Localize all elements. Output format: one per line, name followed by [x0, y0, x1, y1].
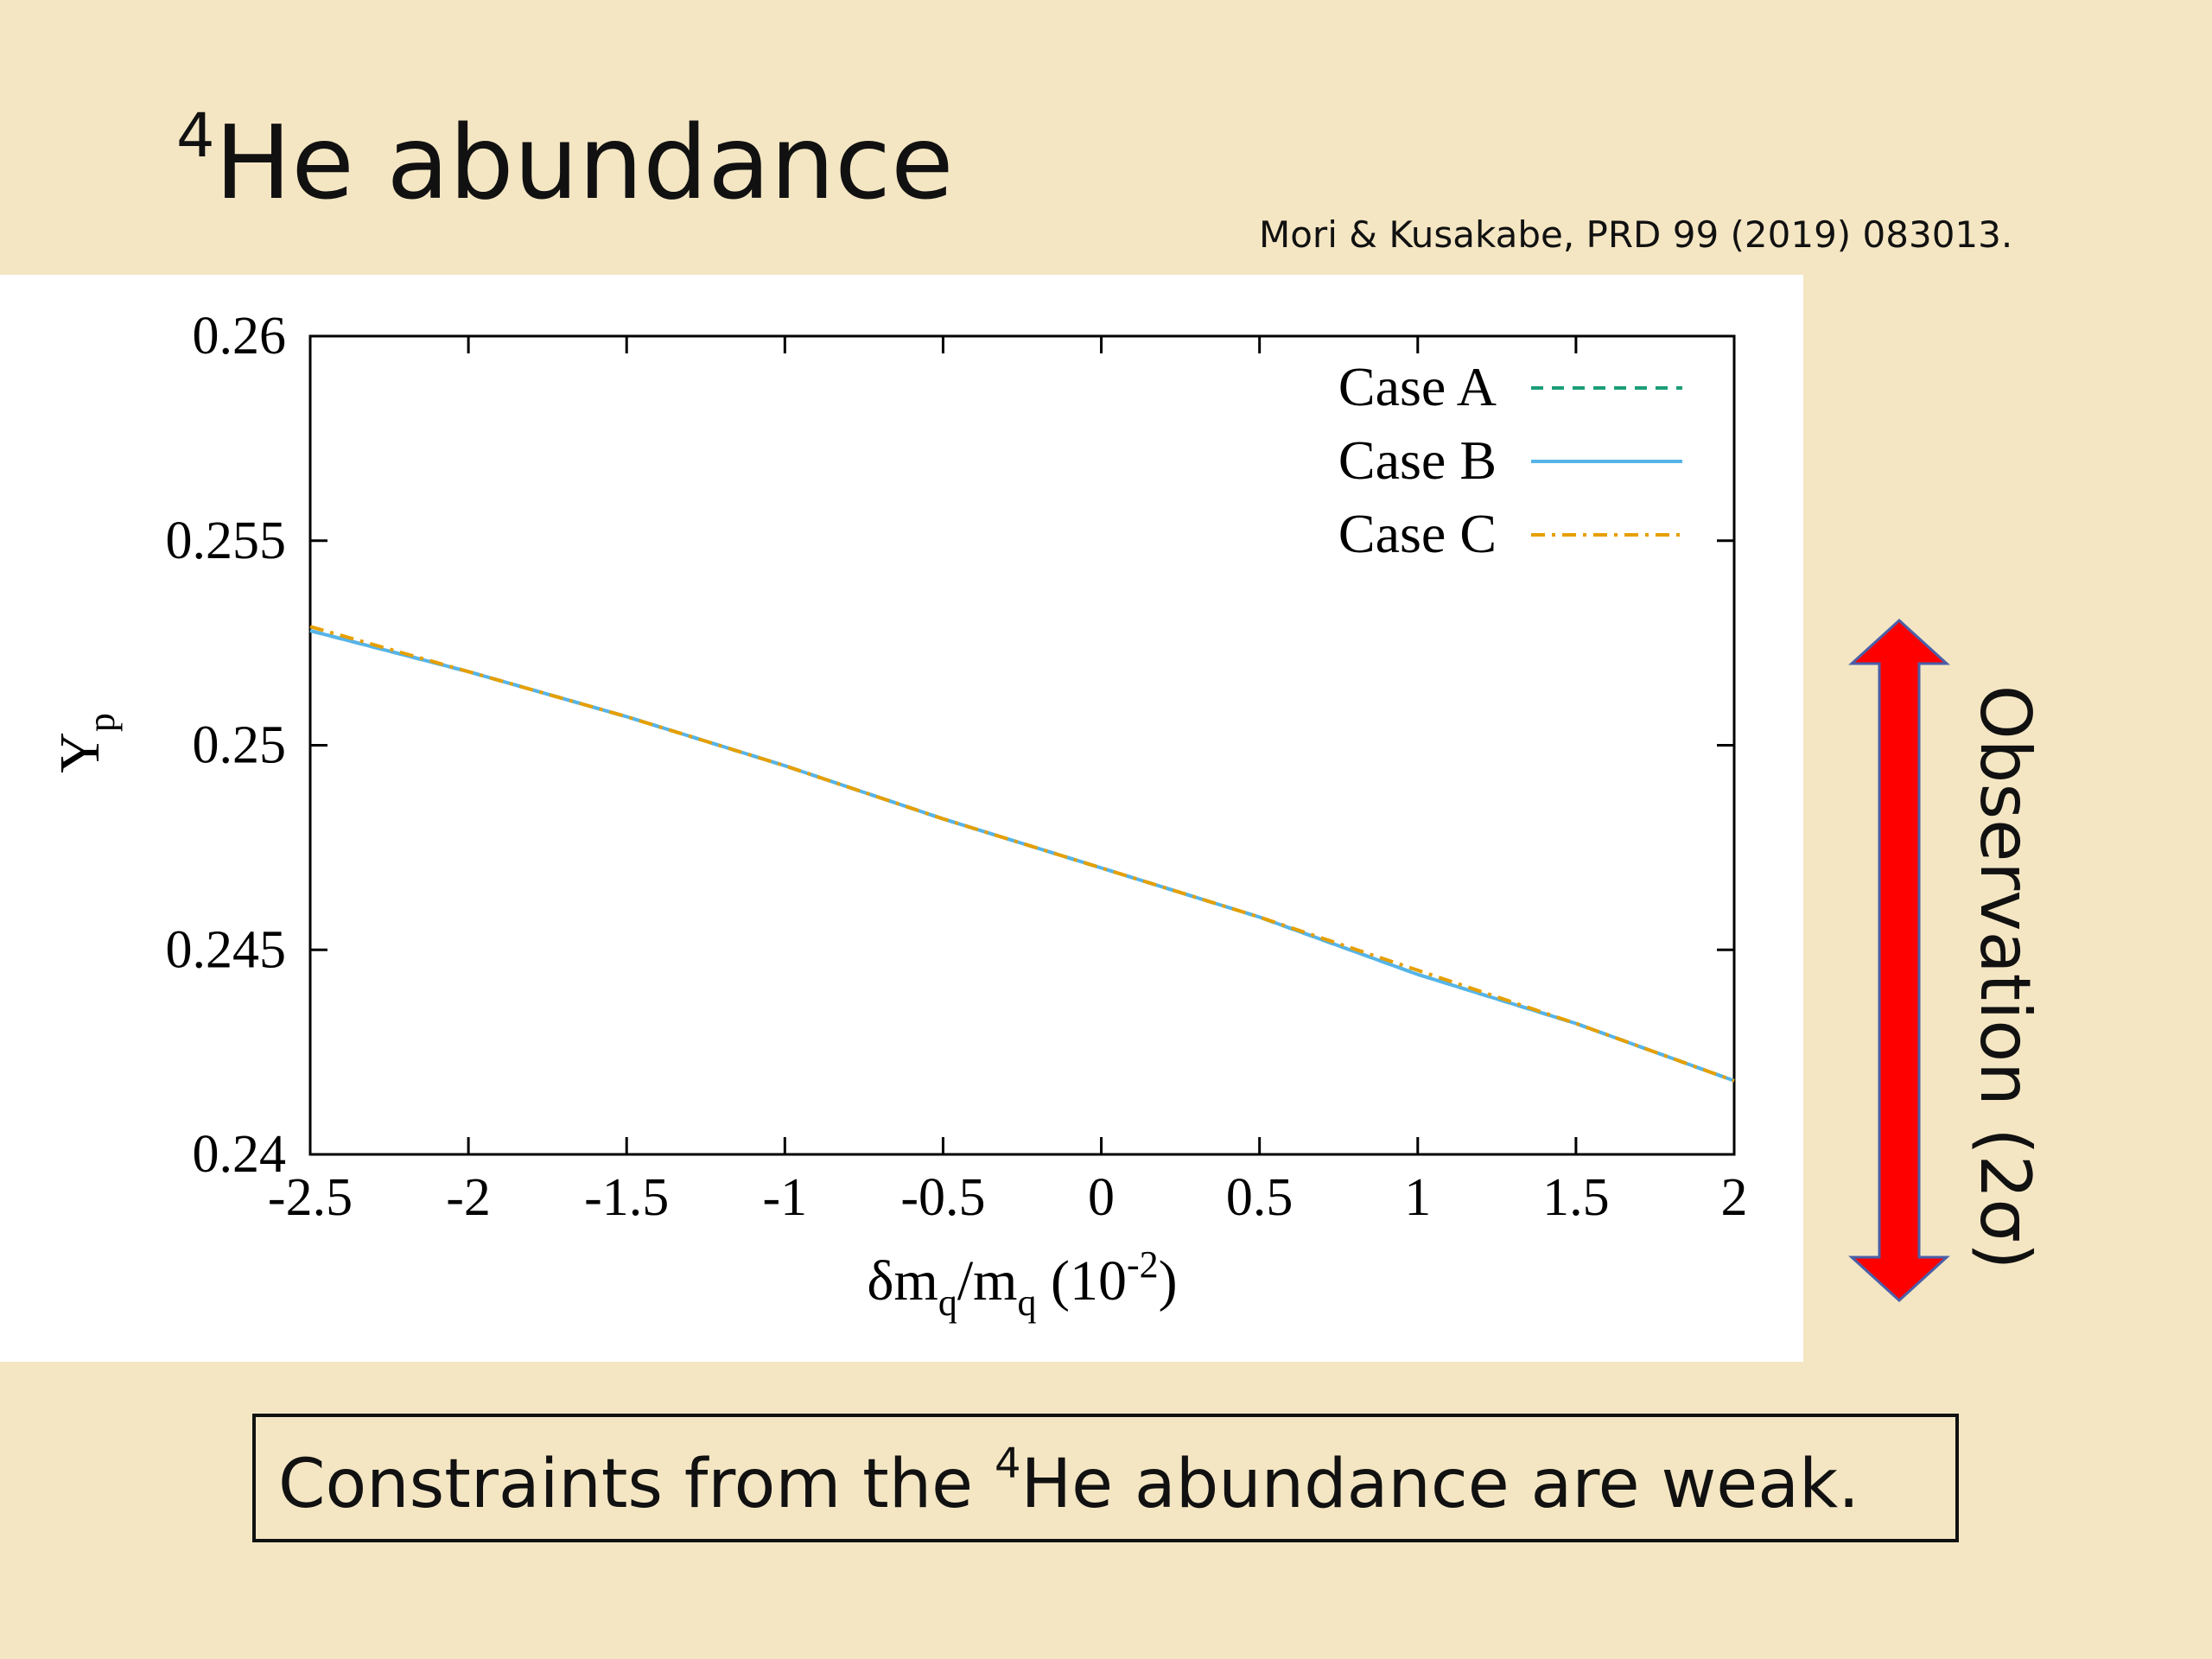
x-axis-label-part: /m	[957, 1249, 1018, 1313]
y-tick-label: 0.25	[193, 716, 287, 775]
conclusion-text: Constraints from the	[278, 1446, 995, 1523]
conclusion-text: He abundance are weak.	[1021, 1446, 1860, 1523]
citation: Mori & Kusakabe, PRD 99 (2019) 083013.	[1259, 213, 2012, 256]
y-tick-label: 0.24	[193, 1125, 287, 1184]
x-axis-label: δmq/mq (10-2)	[867, 1243, 1177, 1324]
chart-panel	[0, 275, 1803, 1362]
x-axis-label-part: -2	[1127, 1243, 1159, 1286]
y-tick-label: 0.26	[193, 307, 287, 365]
y-tick-label: 0.245	[166, 920, 287, 979]
x-tick-label: 1.5	[1542, 1168, 1610, 1227]
y-axis-label-part: Y	[48, 732, 111, 773]
y-axis-label-part: p	[80, 713, 123, 732]
title-text: He abundance	[215, 103, 954, 222]
x-tick-label: -2	[446, 1168, 491, 1227]
x-tick-label: -2.5	[268, 1168, 353, 1227]
x-axis-label-part: q	[1018, 1281, 1037, 1324]
x-axis-label-part: q	[938, 1281, 957, 1324]
conclusion-box	[252, 1414, 1959, 1542]
x-axis-label-part: (10	[1037, 1249, 1127, 1313]
data-line	[309, 628, 1735, 1083]
slide-title: 4He abundance	[176, 100, 954, 222]
legend-label: Case C	[1338, 503, 1497, 564]
x-tick-label: -1.5	[584, 1168, 669, 1227]
observation-arrow	[1848, 618, 1950, 1303]
x-tick-label: 2	[1721, 1168, 1748, 1227]
x-axis-label-part: )	[1159, 1249, 1178, 1313]
y-tick-label: 0.255	[166, 512, 287, 570]
title-superscript: 4	[176, 100, 215, 171]
x-tick-label: -0.5	[900, 1168, 985, 1227]
conclusion-superscript: 4	[995, 1440, 1021, 1488]
x-tick-label: 1	[1404, 1168, 1431, 1227]
arrow-label: Observation (2σ)	[1965, 685, 2045, 1270]
y-axis-label: Yp	[48, 713, 123, 773]
chart: 0.24 0.245 0.25 0.255 0.26 -2.5 -2 -1.5 -1 -0.5 0 0…	[48, 307, 1748, 1324]
conclusion: Constraints from the 4He abundance are w…	[278, 1440, 1859, 1523]
x-tick-label: -1	[763, 1168, 808, 1227]
x-tick-label: 0.5	[1226, 1168, 1294, 1227]
legend-label: Case B	[1338, 429, 1497, 491]
x-tick-label: 0	[1088, 1168, 1115, 1227]
x-axis-label-part: δm	[867, 1249, 938, 1313]
legend-label: Case A	[1338, 356, 1497, 417]
